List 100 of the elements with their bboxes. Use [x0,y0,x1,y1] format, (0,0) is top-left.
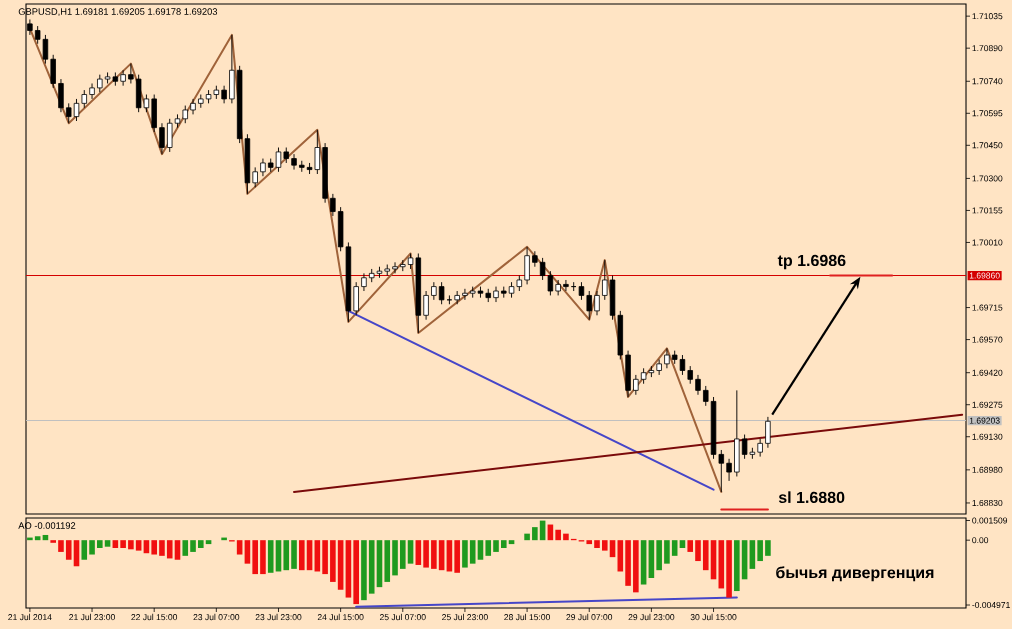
bar [159,540,165,556]
bar [174,540,181,560]
y-tick-label: 1.69275 [972,401,1003,408]
bar [477,540,484,560]
bar [392,540,398,576]
candlestick [602,259,608,301]
bar [244,540,251,564]
x-tick-label: 29 Jul 23:00 [628,613,675,621]
bar [89,540,95,555]
bar [508,540,515,545]
bar [166,540,173,559]
candlestick [66,102,72,124]
candlestick [664,347,670,369]
bar [532,527,538,541]
candlestick [493,286,499,303]
bar [500,540,507,549]
bar [625,540,631,586]
bar [298,540,305,571]
bar [399,540,406,569]
y-tick-label: 1.69420 [972,369,1003,376]
y-tick-label: 1.70595 [972,110,1003,117]
bar [493,540,499,552]
x-tick-label: 22 Jul 15:00 [131,613,178,621]
bar [586,540,593,545]
x-tick-label: 29 Jul 07:00 [566,613,613,621]
candlestick [633,374,639,396]
candlestick [563,279,569,292]
bar [555,529,561,541]
bar [337,540,344,590]
y-tick-label: 1.70450 [972,142,1003,149]
candlestick [586,290,592,321]
bar [112,540,119,549]
bar [656,540,662,571]
bar [664,540,670,564]
bar [97,540,103,549]
bar [267,540,274,573]
bar [322,540,328,575]
bar [718,540,725,589]
bar [50,540,56,543]
candlestick [128,63,134,84]
bar [469,540,476,564]
x-tick-label: 30 Jul 15:00 [690,613,737,621]
y-tick-label: 1.68830 [972,499,1003,506]
x-tick-label: 23 Jul 07:00 [193,613,240,621]
bar [485,540,492,556]
bar [81,540,88,560]
candlestick [695,374,701,396]
candlestick [291,153,297,171]
bar [454,540,460,573]
y-tick-label: 1.69570 [972,336,1003,343]
candlestick [361,272,367,292]
bar [260,540,266,575]
y-tick-label: -0.004971 [972,602,1010,609]
bar [283,540,290,571]
bar [291,540,297,569]
bar [431,540,437,569]
y-tick-label: 1.71035 [972,13,1003,20]
bar [734,540,740,592]
bar [65,540,72,560]
x-tick-label: 28 Jul 15:00 [504,613,550,621]
y-tick-label: 1.70010 [972,239,1003,246]
bar [58,540,64,552]
annotation: tp 1.6986 [777,254,846,270]
ref-line-label: 1.69203 [969,417,1000,424]
candlestick [431,281,437,301]
y-tick-label: 1.70300 [972,175,1003,182]
chart-title: GBPUSD,H1 1.69181 1.69205 1.69178 1.69203 [18,8,218,16]
y-tick-label: 1.69715 [972,304,1003,311]
bar [135,540,142,551]
bar [687,540,694,552]
annotation: sl 1.6880 [778,491,845,504]
bar [757,540,763,562]
bar [679,540,686,549]
candlestick [594,290,600,316]
candlestick [252,166,258,188]
annotation: бычья дивергенция [776,566,934,582]
bar [353,540,359,605]
bar [648,540,655,579]
candlestick [765,416,771,449]
bar [640,540,647,585]
bar [205,540,212,545]
bar [423,540,429,568]
bar [407,540,414,564]
candlestick [89,83,95,100]
bar [415,540,422,565]
y-tick-label: 0.001509 [972,517,1008,524]
candlestick [438,281,445,305]
bar [128,540,134,550]
bar [601,540,608,551]
bar [384,540,391,582]
bar [368,540,375,594]
candlestick [462,288,468,301]
candlestick [73,98,80,122]
bar [104,540,111,547]
bar [594,540,600,549]
bar [749,540,756,569]
bar [633,540,639,593]
candlestick [703,385,709,407]
y-tick-label: 1.69130 [972,433,1003,440]
bar [151,540,157,555]
